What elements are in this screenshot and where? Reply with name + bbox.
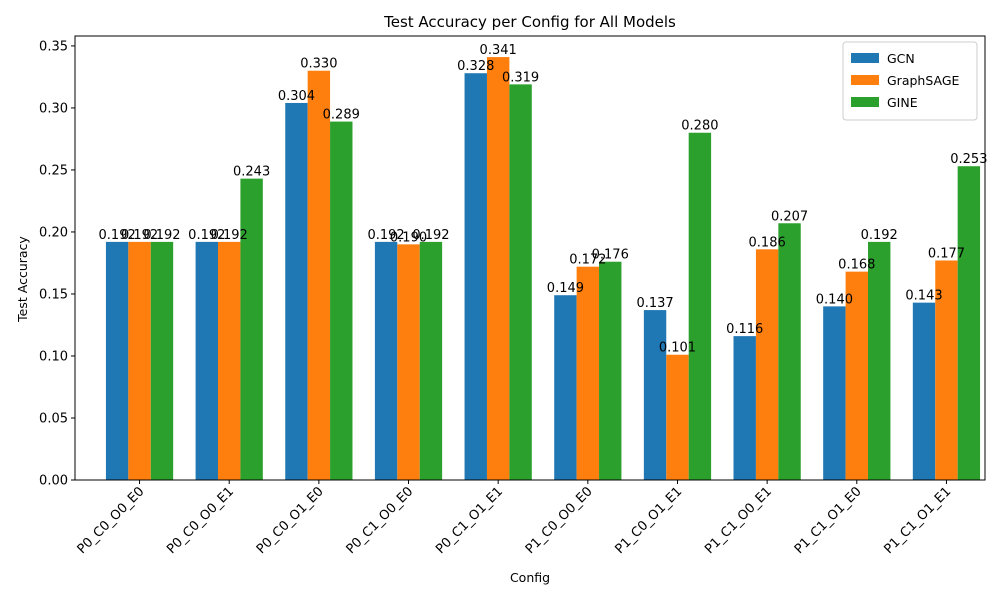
x-axis-title: Config	[510, 570, 550, 585]
data-label-gine-p0_c0_o1_e0: 0.289	[323, 108, 360, 123]
data-label-gcn-p1_c1_o1_e0: 0.140	[816, 292, 853, 307]
y-tick-label: 0.05	[39, 411, 68, 426]
legend-label-gcn: GCN	[887, 51, 915, 66]
bar-graphsage-p1_c1_o1_e0	[845, 271, 868, 480]
data-label-gine-p1_c0_o1_e1: 0.280	[681, 119, 718, 134]
bar-gcn-p0_c0_o0_e0	[105, 241, 129, 480]
x-tick-label: P0_C1_O1_E1	[433, 484, 506, 557]
bar-graphsage-p0_c0_o1_e0	[307, 70, 331, 480]
data-label-gine-p1_c1_o1_e0: 0.192	[861, 228, 898, 243]
data-label-gine-p1_c0_o0_e0: 0.176	[592, 248, 629, 263]
bar-gcn-p0_c0_o1_e0	[285, 102, 308, 480]
bar-gcn-p1_c1_o1_e0	[823, 306, 846, 480]
data-label-gine-p1_c1_o1_e1: 0.253	[950, 152, 987, 167]
data-label-gcn-p1_c0_o0_e0: 0.149	[547, 281, 584, 296]
data-label-gcn-p0_c1_o1_e1: 0.328	[457, 59, 494, 74]
bar-gcn-p1_c0_o1_e1	[643, 310, 667, 480]
bar-gcn-p0_c1_o0_e0	[374, 241, 398, 480]
data-label-gine-p1_c1_o0_e1: 0.207	[771, 209, 808, 224]
data-label-gcn-p0_c1_o0_e0: 0.192	[367, 228, 404, 243]
data-label-gine-p0_c0_o0_e0: 0.192	[143, 228, 180, 243]
x-tick-label: P0_C1_O0_E0	[344, 484, 417, 557]
data-label-gcn-p1_c1_o1_e1: 0.143	[905, 289, 942, 304]
legend-swatch-gcn	[851, 53, 879, 63]
y-tick-label: 0.10	[39, 349, 68, 364]
x-tick-label: P1_C0_O1_E1	[613, 484, 686, 557]
x-tick-label: P0_C0_O1_E0	[254, 484, 327, 557]
bar-graphsage-p0_c1_o1_e1	[486, 57, 510, 480]
bar-graphsage-p1_c1_o0_e1	[755, 249, 779, 480]
bar-gcn-p1_c1_o0_e1	[733, 336, 756, 480]
data-label-graphsage-p1_c0_o1_e1: 0.101	[659, 341, 696, 356]
data-label-graphsage-p0_c1_o0_e0: 0.190	[390, 230, 427, 245]
bar-gine-p1_c0_o0_e0	[599, 261, 622, 480]
data-label-graphsage-p1_c0_o0_e0: 0.172	[569, 253, 606, 268]
bar-graphsage-p0_c0_o0_e0	[128, 241, 151, 480]
x-tick-label: P1_C1_O1_E1	[881, 484, 954, 557]
data-label-graphsage-p0_c1_o1_e1: 0.341	[480, 43, 517, 58]
data-label-gcn-p1_c1_o0_e1: 0.116	[726, 322, 763, 337]
bar-gcn-p0_c1_o1_e1	[464, 73, 487, 481]
plot-frame	[74, 35, 986, 481]
data-label-gcn-p0_c0_o0_e0: 0.192	[99, 228, 136, 243]
data-label-gcn-p0_c0_o0_e1: 0.192	[188, 228, 225, 243]
bar-gine-p0_c1_o0_e0	[419, 241, 443, 480]
y-tick-label: 0.20	[39, 225, 68, 240]
data-label-graphsage-p1_c1_o1_e0: 0.168	[838, 258, 875, 273]
data-label-gine-p0_c1_o1_e1: 0.319	[502, 70, 539, 85]
data-label-gcn-p0_c0_o1_e0: 0.304	[278, 89, 315, 104]
y-axis-title: Test Accuracy	[15, 236, 30, 323]
data-label-graphsage-p0_c0_o1_e0: 0.330	[300, 57, 337, 72]
y-tick-label: 0.15	[39, 287, 68, 302]
data-label-graphsage-p0_c0_o0_e1: 0.192	[211, 228, 248, 243]
bar-gine-p1_c0_o1_e1	[688, 132, 712, 481]
x-tick-label: P1_C0_O0_E0	[523, 484, 596, 557]
bar-graphsage-p0_c0_o0_e1	[218, 241, 241, 480]
y-tick-label: 0.00	[39, 474, 68, 489]
bar-gine-p1_c1_o0_e1	[778, 223, 801, 480]
x-tick-label: P1_C1_O1_E0	[792, 484, 865, 557]
bar-gcn-p1_c0_o0_e0	[554, 295, 577, 480]
legend-label-graphsage: GraphSAGE	[887, 73, 960, 88]
data-label-graphsage-p0_c0_o0_e0: 0.192	[121, 228, 158, 243]
legend: GCN GraphSAGE GINE	[842, 41, 978, 121]
bar-gcn-p0_c0_o0_e1	[195, 241, 218, 480]
bar-gcn-p1_c1_o1_e1	[912, 302, 936, 480]
bar-gine-p0_c0_o0_e1	[240, 178, 263, 480]
legend-label-gine: GINE	[887, 95, 918, 110]
bar-graphsage-p0_c1_o0_e0	[397, 244, 420, 480]
bar-gine-p0_c0_o0_e0	[150, 241, 174, 480]
bars-layer	[105, 57, 981, 481]
data-label-gine-p0_c0_o0_e1: 0.243	[233, 165, 270, 180]
bar-graphsage-p1_c0_o0_e0	[576, 266, 600, 480]
data-label-gcn-p1_c0_o1_e1: 0.137	[636, 296, 673, 311]
bar-gine-p0_c0_o1_e0	[330, 121, 353, 480]
bar-graphsage-p1_c1_o1_e1	[935, 260, 958, 480]
data-label-graphsage-p1_c1_o0_e1: 0.186	[749, 235, 786, 250]
y-tick-label: 0.25	[39, 163, 68, 178]
bar-gine-p0_c1_o1_e1	[509, 84, 532, 481]
bar-gine-p1_c1_o1_e0	[868, 241, 891, 480]
x-tick-label: P1_C1_O0_E1	[702, 484, 775, 557]
x-tick-label: P0_C0_O0_E1	[164, 484, 237, 557]
chart-title: Test Accuracy per Config for All Models	[383, 13, 676, 31]
data-label-gine-p0_c1_o0_e0: 0.192	[412, 228, 449, 243]
x-tick-label: P0_C0_O0_E0	[75, 484, 148, 557]
y-tick-label: 0.30	[39, 101, 68, 116]
legend-swatch-graphsage	[851, 75, 879, 85]
y-tick-label: 0.35	[39, 39, 68, 54]
bar-gine-p1_c1_o1_e1	[957, 166, 981, 480]
data-label-graphsage-p1_c1_o1_e1: 0.177	[928, 246, 965, 261]
bar-graphsage-p1_c0_o1_e1	[666, 354, 689, 480]
legend-swatch-gine	[851, 97, 879, 107]
